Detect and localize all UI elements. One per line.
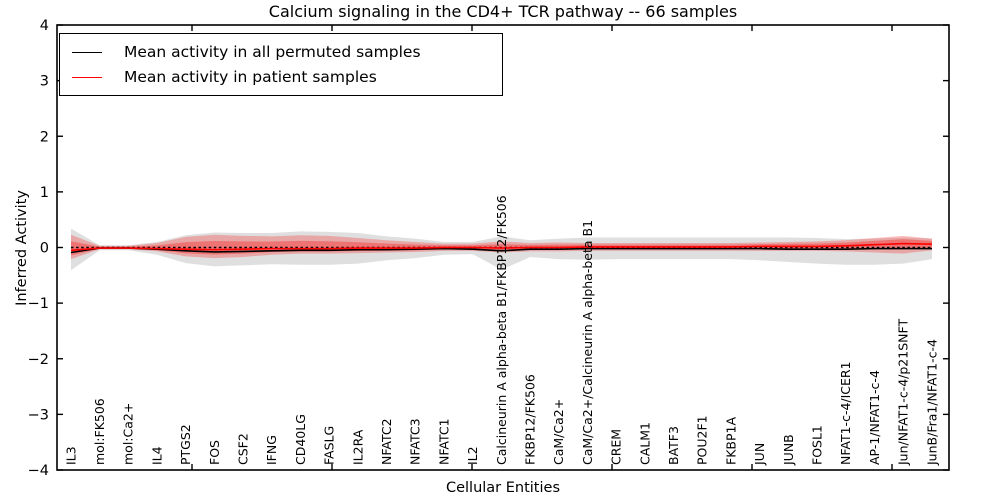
y-tick-label: −3 xyxy=(28,407,49,423)
y-tick-label: 3 xyxy=(40,74,49,90)
x-category-label: Calcineurin A alpha-beta B1/FKBP12/FK506 xyxy=(494,195,509,465)
legend-item-permuted: Mean activity in all permuted samples xyxy=(72,43,502,61)
x-category-label: NFAT1-c-4/ICER1 xyxy=(838,361,853,465)
x-category-label: JUNB xyxy=(781,434,796,466)
x-category-label: IL2 xyxy=(465,446,480,465)
y-tick-label: −1 xyxy=(28,296,49,312)
x-category-label: NFATC3 xyxy=(408,418,423,465)
y-tick-label: 0 xyxy=(40,241,49,257)
x-category-label: CALM1 xyxy=(637,422,652,465)
y-tick-label: −2 xyxy=(28,352,49,368)
x-axis-label: Cellular Entities xyxy=(445,480,561,496)
chart-title: Calcium signaling in the CD4+ TCR pathwa… xyxy=(268,2,738,21)
x-category-label: Jun/NFAT1-c-4/p21SNFT xyxy=(896,319,911,466)
x-category-label: JUN xyxy=(752,443,767,466)
y-axis-label: Inferred Activity xyxy=(14,190,30,306)
x-category-label: NFATC2 xyxy=(379,418,394,465)
x-category-label: FKBP1A xyxy=(723,417,738,465)
x-category-label: FOSL1 xyxy=(809,425,824,465)
permuted-mean-line xyxy=(70,247,932,254)
legend-item-patient: Mean activity in patient samples xyxy=(72,68,502,86)
legend: Mean activity in all permuted samples Me… xyxy=(59,33,503,96)
patient-mean-line xyxy=(70,242,933,252)
x-category-label: NFATC1 xyxy=(436,418,451,465)
x-category-label: PTGS2 xyxy=(178,424,193,465)
y-tick-label: 2 xyxy=(40,129,49,145)
y-tick-label: 4 xyxy=(40,18,49,34)
x-category-label: FKBP12/FK506 xyxy=(522,374,537,465)
x-category-label: IL4 xyxy=(149,446,164,465)
x-category-label: IL2RA xyxy=(350,429,365,465)
x-category-label: BATF3 xyxy=(666,426,681,465)
x-category-label: POU2F1 xyxy=(695,415,710,465)
y-tick-label: 1 xyxy=(40,185,49,201)
x-category-label: FASLG xyxy=(322,426,337,465)
x-category-label: FOS xyxy=(207,440,222,465)
patient-line-swatch xyxy=(72,76,102,78)
permuted-line-swatch xyxy=(72,51,102,53)
legend-label-permuted: Mean activity in all permuted samples xyxy=(124,43,421,61)
x-category-label: CREM xyxy=(609,429,624,465)
x-category-label: IFNG xyxy=(264,435,279,465)
x-category-label: CD40LG xyxy=(293,414,308,465)
x-category-label: mol:FK506 xyxy=(92,398,107,465)
x-category-label: CSF2 xyxy=(235,433,250,465)
x-category-label: AP-1/NFAT1-c-4 xyxy=(867,370,882,465)
legend-label-patient: Mean activity in patient samples xyxy=(124,68,377,86)
y-tick-label: −4 xyxy=(28,463,49,479)
x-category-label: IL3 xyxy=(63,446,78,465)
x-category-label: mol:Ca2+ xyxy=(121,403,136,465)
x-category-label: JunB/Fra1/NFAT1-c-4 xyxy=(924,339,939,466)
permuted-std-band xyxy=(71,228,932,271)
x-category-label: CaM/Ca2+/Calcineurin A alpha-beta B1 xyxy=(580,220,595,465)
x-category-label: CaM/Ca2+ xyxy=(551,399,566,465)
